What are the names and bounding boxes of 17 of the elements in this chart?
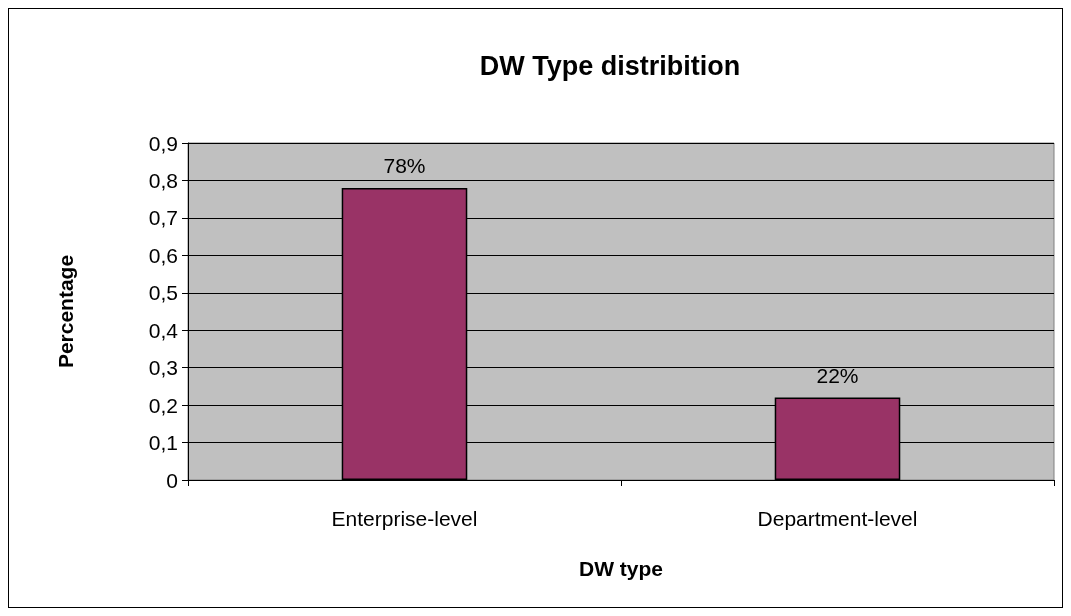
data-label: 22% [816, 363, 859, 387]
x-tick-label: Department-level [757, 507, 918, 530]
data-label: 78% [383, 153, 426, 177]
y-tick-label: 0 [166, 468, 178, 492]
y-tick-label: 0,4 [148, 318, 179, 342]
y-tick-label: 0,5 [148, 281, 178, 305]
chart-title: DW Type distribition [479, 50, 741, 81]
x-axis-title: DW type [579, 557, 663, 580]
y-tick-label: 0,6 [148, 243, 178, 267]
y-tick-label: 0,2 [148, 393, 178, 417]
y-tick-label: 0,3 [148, 356, 178, 380]
y-tick-label: 0,1 [148, 431, 178, 455]
x-tick-label: Enterprise-level [331, 507, 478, 530]
y-axis-title: Percentage [54, 254, 77, 369]
y-tick-label: 0,7 [148, 206, 178, 230]
y-tick-label: 0,8 [148, 168, 178, 192]
y-tick-label: 0,9 [148, 131, 178, 155]
